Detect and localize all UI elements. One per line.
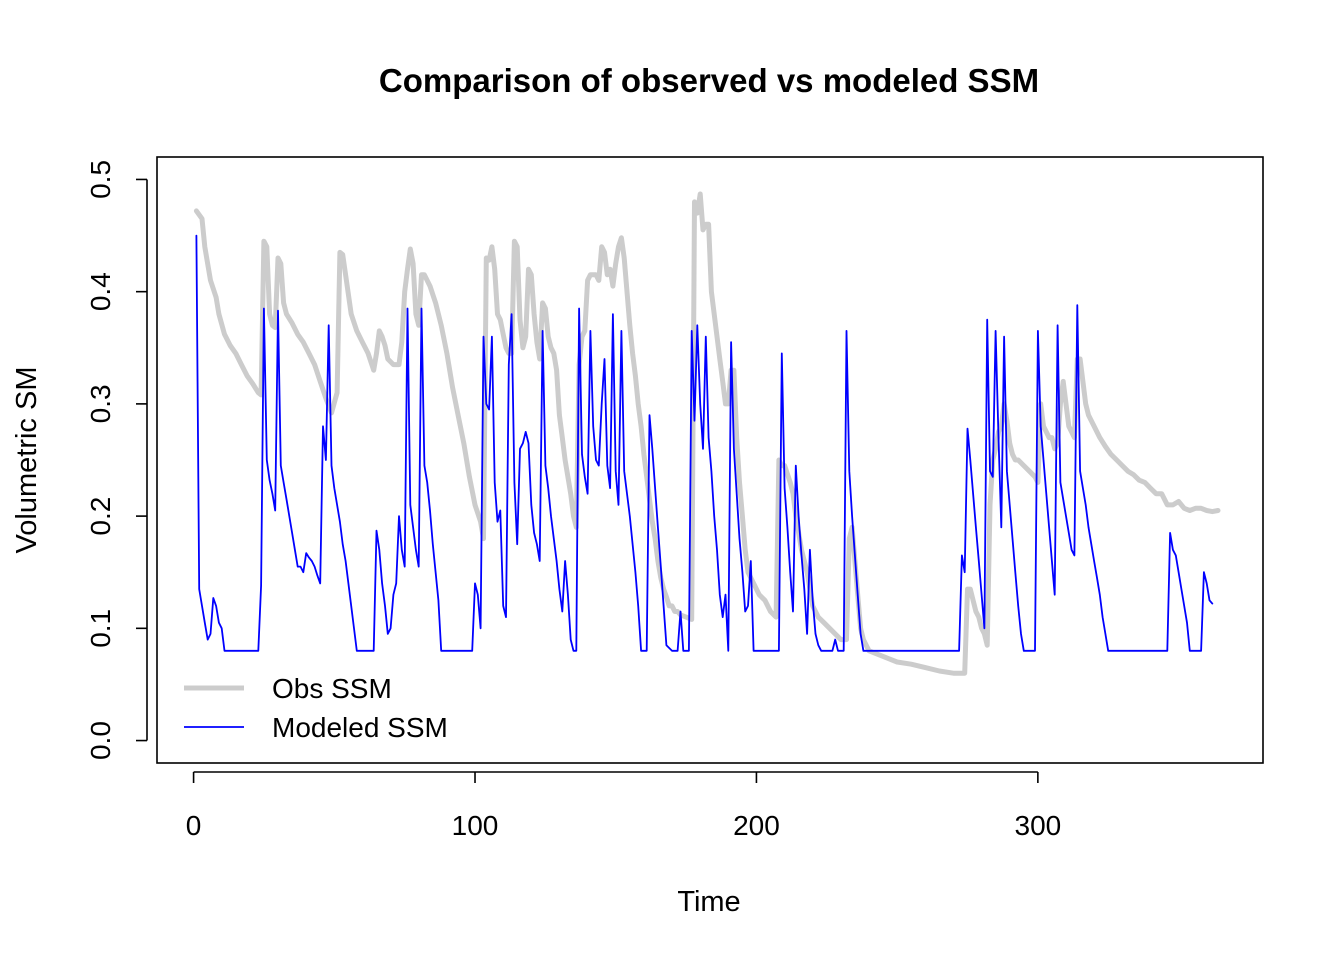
y-tick-label: 0.1 — [85, 609, 116, 648]
x-tick-label: 0 — [186, 810, 202, 841]
x-tick-label: 300 — [1015, 810, 1062, 841]
y-tick-label: 0.5 — [85, 160, 116, 199]
chart-title: Comparison of observed vs modeled SSM — [379, 62, 1039, 99]
x-tick-label: 100 — [452, 810, 499, 841]
legend-label-modeled: Modeled SSM — [272, 712, 448, 743]
y-tick-label: 0.4 — [85, 272, 116, 311]
series-line-modeled — [195, 234, 1214, 652]
y-tick-label: 0.0 — [85, 721, 116, 760]
x-tick-label: 200 — [733, 810, 780, 841]
legend: Obs SSM Modeled SSM — [184, 673, 448, 743]
y-axis: 0.0 0.1 0.2 0.3 0.4 0.5 — [85, 160, 148, 760]
y-tick-label: 0.2 — [85, 497, 116, 536]
x-axis: 0 100 200 300 — [186, 771, 1062, 841]
legend-label-obs: Obs SSM — [272, 673, 392, 704]
series-line-obs — [193, 191, 1221, 676]
series-layer — [193, 191, 1221, 676]
plot-frame — [156, 156, 1264, 764]
y-axis-label: Volumetric SM — [11, 367, 43, 554]
x-axis-label: Time — [677, 886, 740, 918]
y-tick-label: 0.3 — [85, 384, 116, 423]
